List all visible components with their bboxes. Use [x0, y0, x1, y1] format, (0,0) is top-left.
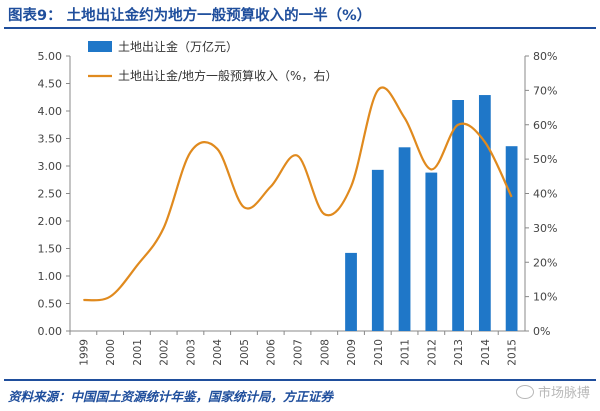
y-left-tick-label: 4.00	[38, 105, 63, 118]
source-note: 资料来源：中国国土资源统计年鉴，国家统计局，方正证券	[8, 389, 334, 404]
x-tick-label: 2000	[105, 339, 117, 366]
y-right-tick-label: 60%	[533, 119, 557, 132]
y-left-tick-label: 3.50	[38, 133, 63, 146]
bar	[478, 95, 491, 331]
y-right-tick-label: 40%	[533, 188, 557, 201]
chart: 0.00 0.50 1.00 1.50 2.00 2.50 3.00 3.50 4.00 4.50…	[38, 39, 558, 366]
y-left-tick-label: 0.50	[38, 298, 63, 311]
y-left-tick-label: 0.00	[38, 325, 63, 338]
y-left-tick-label: 5.00	[38, 50, 63, 63]
x-axis-labels: 1999 2000 2001 2002 2003 2004 2005 2006 2007 2008…	[69, 331, 519, 366]
x-tick-label: 2004	[212, 339, 224, 366]
bar	[425, 172, 438, 331]
y-right-tick-label: 70%	[533, 84, 557, 97]
y-left-tick-label: 1.00	[38, 270, 63, 283]
x-tick-label: 2015	[507, 339, 519, 366]
x-tick-label: 2002	[159, 339, 171, 366]
x-tick-label: 2008	[319, 339, 331, 366]
line-path	[83, 86, 513, 302]
bar	[452, 100, 464, 331]
y-right-tick-label: 20%	[533, 256, 557, 269]
x-tick-label: 2006	[266, 339, 278, 366]
y-left-tick-label: 3.00	[38, 160, 63, 173]
legend: 土地出让金（万亿元） 土地出让金/地方一般预算收入（%，右）	[88, 39, 337, 83]
y-left-tick-label: 2.50	[38, 188, 63, 201]
line-series	[83, 86, 513, 302]
x-tick-label: 1999	[78, 339, 90, 366]
x-tick-label: 2010	[373, 339, 385, 366]
x-tick-label: 2001	[132, 339, 144, 366]
y-left-tick-label: 2.00	[38, 215, 63, 228]
legend-bar-label: 土地出让金（万亿元）	[118, 39, 238, 54]
watermark: 市场脉搏	[515, 382, 590, 401]
x-tick-label: 2009	[346, 339, 358, 366]
bar	[505, 146, 518, 331]
x-tick-label: 2012	[426, 339, 438, 366]
chart-title: 图表9： 土地出让金约为地方一般预算收入的一半（%）	[8, 8, 372, 24]
x-tick-label: 2011	[400, 339, 412, 366]
legend-bar-swatch	[88, 41, 112, 52]
watermark-logo-icon	[515, 384, 534, 399]
bar-series	[345, 95, 518, 331]
title-divider	[4, 27, 596, 29]
footer-divider	[4, 379, 596, 381]
x-tick-label: 2014	[480, 339, 492, 366]
bar	[371, 169, 384, 331]
y-right-tick-label: 80%	[533, 50, 557, 63]
x-tick-label: 2013	[453, 339, 465, 366]
y-right-tick-label: 10%	[533, 291, 557, 304]
y-right-tick-label: 30%	[533, 222, 557, 235]
y-right-tick-label: 0%	[533, 325, 550, 338]
axes: 0.00 0.50 1.00 1.50 2.00 2.50 3.00 3.50 4.00 4.50…	[38, 50, 558, 338]
x-tick-label: 2005	[239, 339, 251, 366]
bar	[398, 147, 411, 331]
x-tick-label: 2007	[293, 339, 305, 366]
legend-line-label: 土地出让金/地方一般预算收入（%，右）	[118, 68, 337, 83]
y-left-tick-label: 4.50	[38, 78, 63, 91]
y-right-tick-label: 50%	[533, 153, 557, 166]
bar	[345, 252, 357, 331]
y-left-tick-label: 1.50	[38, 243, 63, 256]
watermark-text: 市场脉搏	[537, 386, 590, 401]
x-tick-label: 2003	[185, 339, 197, 366]
